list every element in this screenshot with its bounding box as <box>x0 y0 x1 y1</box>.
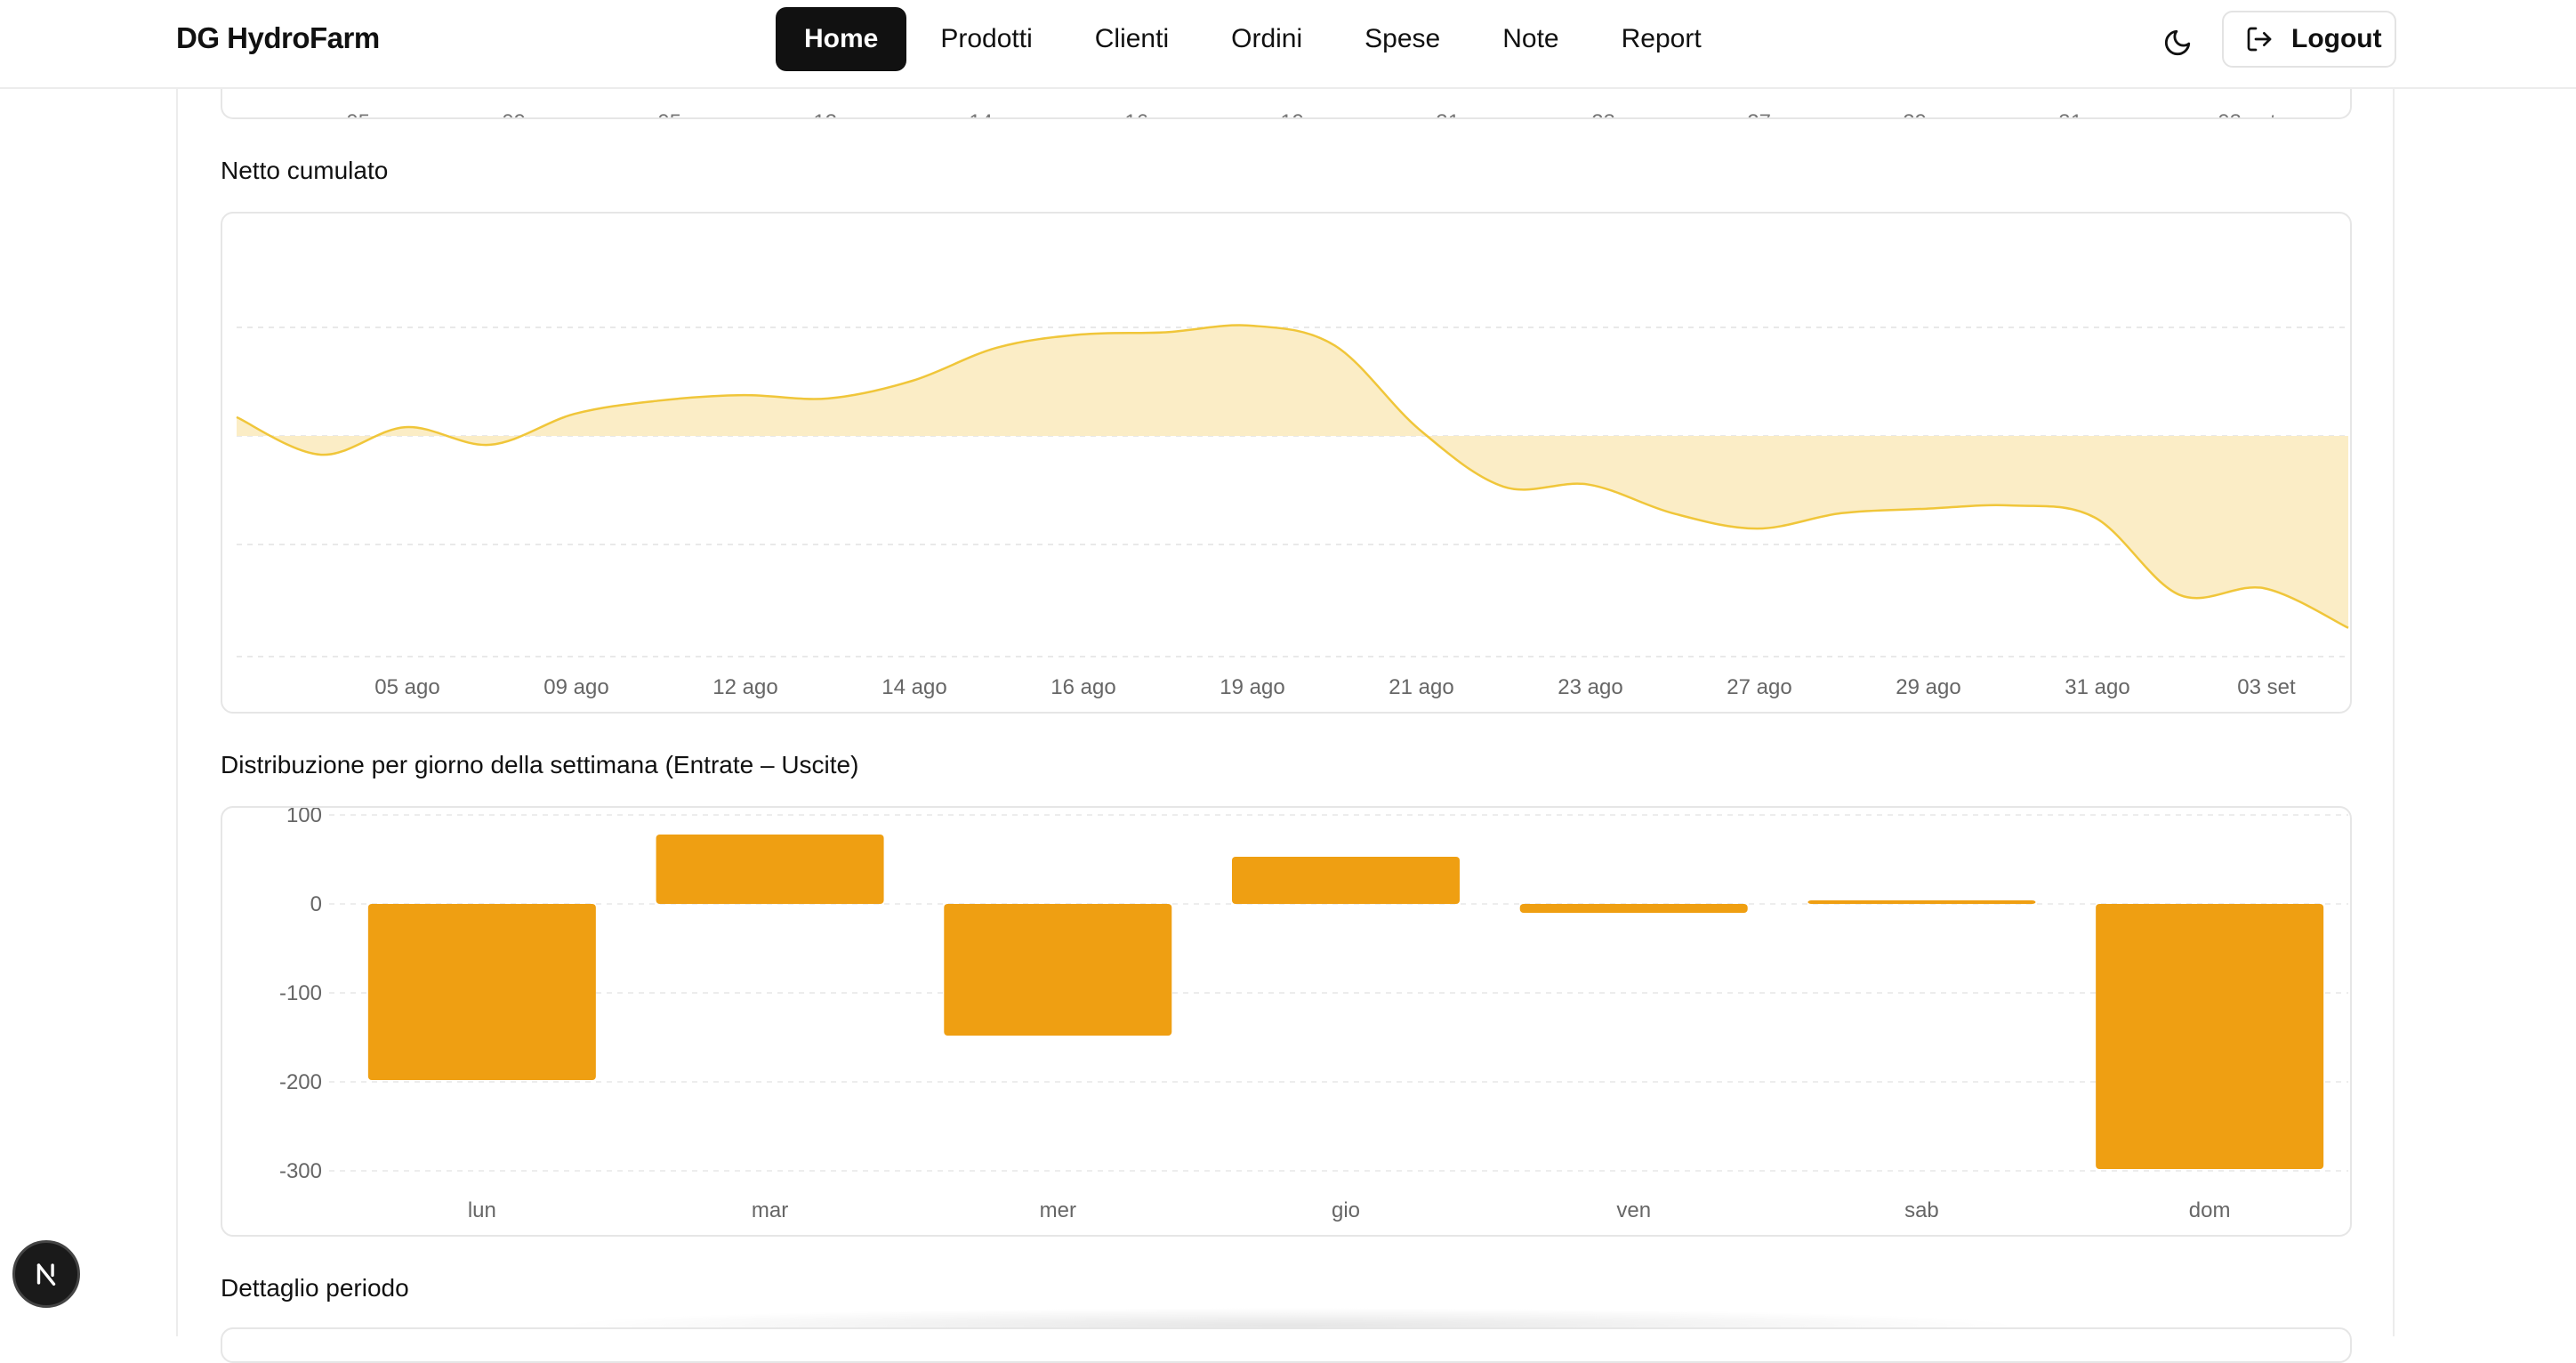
y-tick-label: 100 <box>286 808 322 827</box>
logout-button[interactable]: Logout <box>2222 11 2396 68</box>
x-tick-label: 03 set <box>2237 675 2296 699</box>
x-tick-label: mer <box>1040 1198 1076 1222</box>
cumulative-area-chart: 05 ago 09 ago 12 ago 14 ago 16 ago 19 ago 21 a… <box>236 324 2349 699</box>
x-tick-label: 21 ago <box>1389 675 1453 699</box>
nav-home[interactable]: Home <box>776 7 907 71</box>
previous-chart-x-tick: 21 ago <box>1436 110 1501 117</box>
nav-prodotti[interactable]: Prodotti <box>940 24 1033 53</box>
nav-note[interactable]: Note <box>1502 24 1559 53</box>
x-tick-label: 14 ago <box>881 675 946 699</box>
nextjs-dev-badge[interactable] <box>12 1240 80 1308</box>
y-tick-label: -100 <box>279 981 322 1005</box>
brand-logo-text[interactable]: DG HydroFarm <box>176 21 380 54</box>
cumulative-area-fill <box>237 325 2348 628</box>
previous-chart-x-tick: 05 ago <box>657 110 722 117</box>
nav-report[interactable]: Report <box>1621 24 1702 53</box>
nextjs-logo-icon <box>36 1263 56 1286</box>
x-tick-label: mar <box>752 1198 788 1222</box>
bar-gio[interactable] <box>1232 857 1460 904</box>
logout-label: Logout <box>2291 24 2382 53</box>
detail-card <box>221 1327 2352 1363</box>
x-tick-label: 12 ago <box>712 675 777 699</box>
theme-toggle-button[interactable] <box>2153 18 2202 68</box>
bar-ven[interactable] <box>1519 904 1748 913</box>
previous-chart-x-tick: 12 ago <box>813 110 878 117</box>
x-tick-label: sab <box>1904 1198 1939 1222</box>
x-tick-label: 23 ago <box>1558 675 1622 699</box>
x-tick-label: gio <box>1332 1198 1360 1222</box>
previous-chart-x-tick: 05 ago <box>346 110 411 117</box>
x-tick-label: 19 ago <box>1220 675 1284 699</box>
moon-icon <box>2164 29 2191 56</box>
previous-chart-x-tick: 19 ago <box>1280 110 1345 117</box>
content-frame <box>176 0 2395 1336</box>
previous-chart-x-tick: 14 ago <box>969 110 1034 117</box>
y-tick-label: 0 <box>310 892 322 916</box>
previous-chart-x-tick: 31 ago <box>2058 110 2123 117</box>
main-nav: Home Prodotti Clienti Ordini Spese Note … <box>776 7 1735 71</box>
cumulative-chart-title: Netto cumulato <box>221 157 389 184</box>
previous-chart-x-tick: 09 ago <box>502 110 567 117</box>
previous-chart-x-tick: 27 ago <box>1747 110 1812 117</box>
nav-spese[interactable]: Spese <box>1364 24 1441 53</box>
bar-sab[interactable] <box>1807 900 2036 904</box>
detail-section-title: Dettaglio periodo <box>221 1274 409 1302</box>
bar-dom[interactable] <box>2096 904 2324 1169</box>
y-tick-label: -300 <box>279 1159 322 1183</box>
x-tick-label: 27 ago <box>1727 675 1791 699</box>
previous-chart-x-tick: 16 ago <box>1124 110 1189 117</box>
cumulative-series-line <box>236 324 2349 629</box>
x-tick-label: 31 ago <box>2065 675 2129 699</box>
x-tick-label: dom <box>2189 1198 2231 1222</box>
weekday-chart-card: 100 0 -100 -200 -300 lun mar mer gio ven sab dom <box>221 803 2352 1237</box>
weekday-bar-chart: 100 0 -100 -200 -300 lun mar mer gio ven sab dom <box>279 803 2348 1222</box>
weekday-chart-title: Distribuzione per giorno della settimana… <box>221 751 859 778</box>
nav-ordini[interactable]: Ordini <box>1231 24 1303 53</box>
top-navbar: DG HydroFarm Home Prodotti Clienti Ordin… <box>0 0 2576 89</box>
bar-mar[interactable] <box>656 835 884 904</box>
nav-clienti[interactable]: Clienti <box>1094 24 1170 53</box>
cumulative-chart-card: 05 ago 09 ago 12 ago 14 ago 16 ago 19 ago 21 a… <box>221 212 2352 714</box>
x-tick-label: 09 ago <box>543 675 608 699</box>
x-tick-label: 29 ago <box>1896 675 1960 699</box>
previous-chart-x-axis: 05 ago 09 ago 05 ago 12 ago 14 ago 16 ago 19 a… <box>222 71 2350 117</box>
previous-chart-x-tick: 29 ago <box>1903 110 1968 117</box>
x-tick-label: lun <box>468 1198 496 1222</box>
previous-chart-x-tick: 23 ago <box>1591 110 1656 117</box>
bar-mer[interactable] <box>944 904 1172 1036</box>
x-tick-label: ven <box>1616 1198 1651 1222</box>
y-tick-label: -200 <box>279 1070 322 1094</box>
previous-chart-x-tick: 03 set <box>2218 110 2275 117</box>
x-tick-label: 16 ago <box>1051 675 1115 699</box>
logout-icon <box>2247 27 2272 52</box>
bar-lun[interactable] <box>367 904 596 1080</box>
x-tick-label: 05 ago <box>374 675 439 699</box>
